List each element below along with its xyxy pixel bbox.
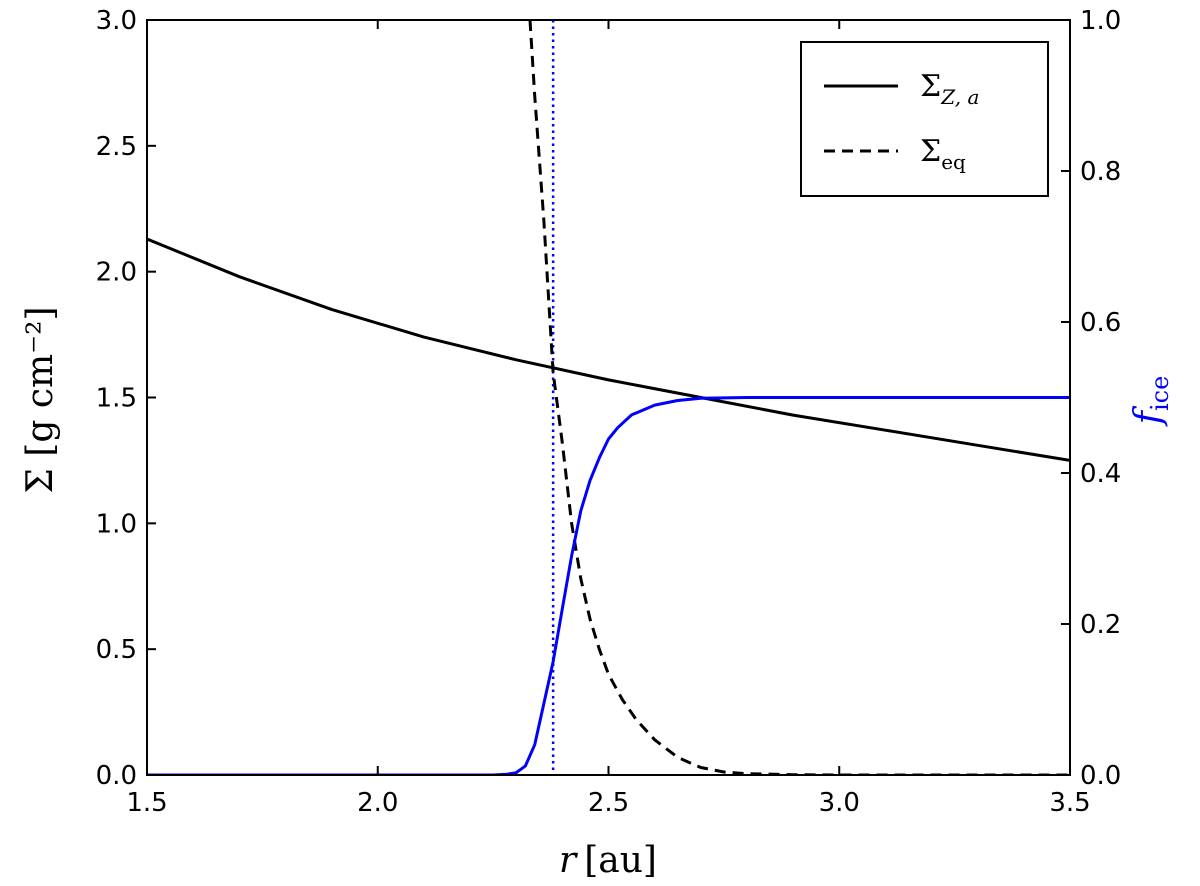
x-tick-label: 3.0 [819,788,860,818]
x-tick-label: 1.5 [126,788,167,818]
y-axis-right-label-sub: ice [1146,376,1174,411]
tick-layer: 1.5 2.0 2.5 3.0 3.50.00.51.01.52.02.53.00.00… [96,6,1122,818]
y-left-tick-label: 3.0 [96,6,137,36]
y-left-tick-label: 1.5 [96,384,137,414]
x-axis-label-unit: [au] [584,840,657,881]
y-left-tick-label: 0.0 [96,761,137,791]
x-axis-label-var: r [559,840,578,881]
series-line-f-ice [147,396,1070,775]
y-axis-left-label: Σ [g cm⁻²] [20,306,61,493]
series-line-sigma-eq [528,20,1070,775]
x-axis-label: r [au] [559,840,657,881]
legend-entry-sigma-z-a-main: Σ [920,69,941,104]
x-tick-label: 2.0 [357,788,398,818]
y-left-tick-label: 1.0 [96,509,137,539]
legend-entry-sigma-z-a-sub: Z, a [940,85,979,109]
y-right-tick-label: 1.0 [1080,6,1121,36]
y-right-tick-label: 0.6 [1080,308,1121,338]
y-left-tick-label: 2.5 [96,132,137,162]
x-tick-label: 2.5 [588,788,629,818]
y-right-tick-label: 0.4 [1080,459,1121,489]
legend-entry-sigma-eq-main: Σ [920,134,941,169]
legend: ΣZ, a Σeq [800,41,1049,197]
legend-box [800,41,1049,197]
y-right-tick-label: 0.2 [1080,610,1121,640]
y-right-tick-label: 0.0 [1080,761,1121,791]
x-tick-label: 3.5 [1049,788,1090,818]
legend-entry-sigma-z-a: ΣZ, a [920,69,979,109]
y-axis-right-label: fice [1128,376,1174,428]
legend-entry-sigma-eq: Σeq [920,134,966,174]
series-line-sigma-Z-a [147,237,1070,462]
y-left-tick-label: 2.0 [96,258,137,288]
y-left-tick-label: 0.5 [96,635,137,665]
series-layer [147,20,1070,775]
y-right-tick-label: 0.8 [1080,157,1121,187]
legend-entry-sigma-eq-sub: eq [941,150,966,174]
